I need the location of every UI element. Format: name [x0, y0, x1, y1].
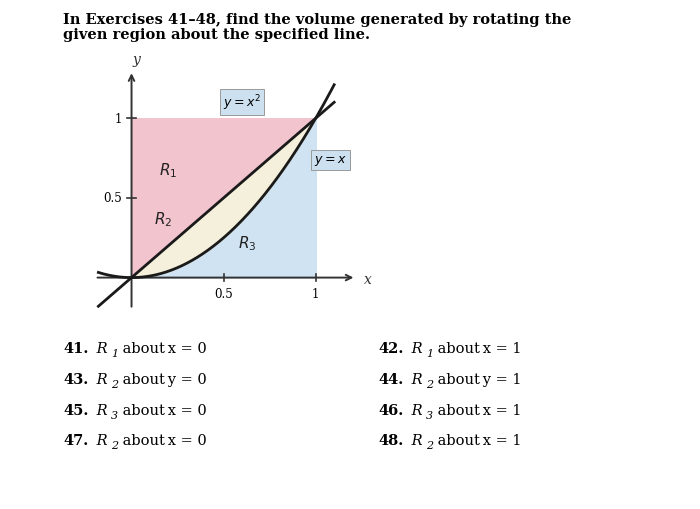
- Text: 1: 1: [426, 349, 433, 359]
- Text: 2: 2: [426, 440, 433, 450]
- Text: 2: 2: [426, 379, 433, 389]
- Text: 43.: 43.: [63, 372, 88, 386]
- Text: 47.: 47.: [63, 433, 88, 447]
- Text: 3: 3: [111, 410, 118, 420]
- Text: 0.5: 0.5: [104, 192, 122, 205]
- Text: $R_3$: $R_3$: [238, 234, 257, 252]
- Text: about x = 1: about x = 1: [433, 342, 521, 356]
- Text: R: R: [407, 372, 423, 386]
- Text: 2: 2: [111, 379, 118, 389]
- Text: about x = 0: about x = 0: [118, 433, 206, 447]
- Text: given region about the specified line.: given region about the specified line.: [63, 28, 370, 42]
- Text: $R_1$: $R_1$: [159, 160, 178, 179]
- Text: R: R: [92, 372, 108, 386]
- Text: 41.: 41.: [63, 342, 88, 356]
- Text: about x = 1: about x = 1: [433, 433, 521, 447]
- Text: about x = 0: about x = 0: [118, 342, 206, 356]
- Text: about y = 1: about y = 1: [433, 372, 521, 386]
- Text: about x = 1: about x = 1: [433, 403, 521, 417]
- Text: R: R: [407, 403, 423, 417]
- Text: 0.5: 0.5: [214, 288, 233, 300]
- Text: 42.: 42.: [378, 342, 403, 356]
- Text: 45.: 45.: [63, 403, 88, 417]
- Text: x: x: [363, 273, 372, 287]
- Text: R: R: [407, 342, 423, 356]
- Text: 1: 1: [312, 288, 319, 300]
- Text: $y = x^2$: $y = x^2$: [223, 93, 261, 113]
- Text: 48.: 48.: [378, 433, 403, 447]
- Text: about y = 0: about y = 0: [118, 372, 206, 386]
- Text: y: y: [132, 52, 140, 67]
- Text: $y = x$: $y = x$: [314, 153, 346, 167]
- Text: R: R: [407, 433, 423, 447]
- Text: R: R: [92, 342, 108, 356]
- Text: 2: 2: [111, 440, 118, 450]
- Text: about x = 0: about x = 0: [118, 403, 206, 417]
- Text: 3: 3: [426, 410, 433, 420]
- Text: 1: 1: [111, 349, 118, 359]
- Text: R: R: [92, 433, 108, 447]
- Text: In Exercises 41–48, find the volume generated by rotating the: In Exercises 41–48, find the volume gene…: [63, 13, 571, 26]
- Text: 1: 1: [115, 112, 122, 125]
- Text: R: R: [92, 403, 108, 417]
- Text: 46.: 46.: [378, 403, 403, 417]
- Text: $R_2$: $R_2$: [154, 210, 172, 229]
- Text: 44.: 44.: [378, 372, 403, 386]
